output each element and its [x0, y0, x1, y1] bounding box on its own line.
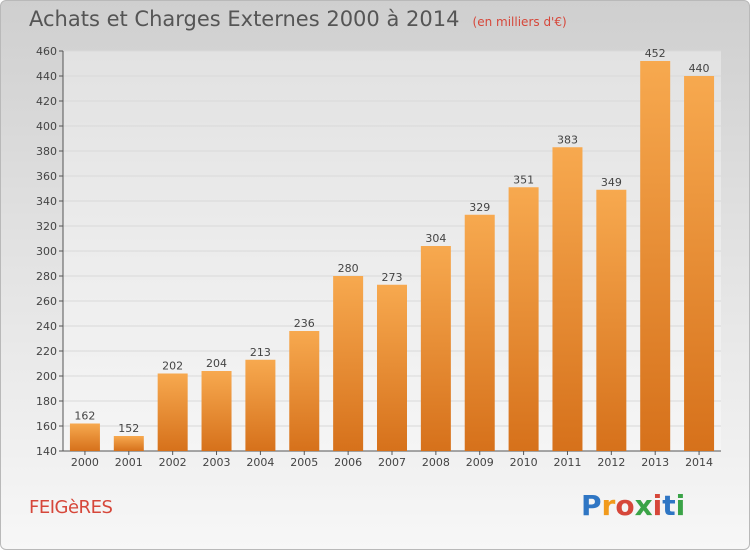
- y-tick-label: 380: [36, 145, 57, 158]
- logo-letter: t: [662, 489, 676, 522]
- y-tick-label: 420: [36, 95, 57, 108]
- bar: [333, 276, 364, 451]
- x-tick-label: 2013: [641, 456, 669, 469]
- y-tick-label: 360: [36, 170, 57, 183]
- y-tick-label: 240: [36, 320, 57, 333]
- x-tick-label: 2000: [71, 456, 99, 469]
- data-label: 204: [206, 357, 227, 370]
- y-tick-label: 300: [36, 245, 57, 258]
- x-tick-label: 2012: [597, 456, 625, 469]
- logo-letter: o: [615, 489, 635, 522]
- x-tick-label: 2014: [685, 456, 713, 469]
- bar: [69, 423, 100, 451]
- x-tick-label: 2007: [378, 456, 406, 469]
- data-label: 304: [425, 232, 446, 245]
- data-label: 452: [645, 47, 666, 60]
- chart-title: Achats et Charges Externes 2000 à 2014: [29, 7, 460, 31]
- y-tick-label: 160: [36, 420, 57, 433]
- x-tick-label: 2003: [203, 456, 231, 469]
- data-label: 280: [338, 262, 359, 275]
- bar: [157, 373, 188, 451]
- bar: [377, 284, 407, 451]
- y-tick-label: 220: [36, 345, 57, 358]
- y-tick-label: 340: [36, 195, 57, 208]
- bar: [420, 246, 451, 451]
- logo-letter: i: [652, 489, 663, 522]
- commune-name: FEIGèRES: [29, 497, 113, 518]
- x-tick-label: 2010: [510, 456, 538, 469]
- proxiti-logo[interactable]: Proxiti: [581, 489, 685, 522]
- bar: [289, 331, 320, 451]
- x-tick-label: 2009: [466, 456, 494, 469]
- x-tick-label: 2011: [553, 456, 581, 469]
- x-tick-label: 2005: [290, 456, 318, 469]
- bar: [245, 359, 276, 451]
- y-tick-label: 440: [36, 70, 57, 83]
- data-label: 202: [162, 360, 183, 373]
- bar: [596, 189, 627, 451]
- y-tick-label: 200: [36, 370, 57, 383]
- bar: [113, 436, 144, 451]
- data-label: 329: [469, 201, 490, 214]
- bar: [684, 76, 715, 451]
- x-tick-label: 2004: [246, 456, 274, 469]
- logo-letter: r: [601, 489, 616, 522]
- bar: [508, 187, 539, 451]
- data-label: 152: [118, 422, 139, 435]
- data-label: 273: [382, 271, 403, 284]
- bar: [552, 147, 583, 451]
- bar: [640, 61, 671, 451]
- data-label: 440: [689, 62, 710, 75]
- data-label: 351: [513, 173, 534, 186]
- y-tick-label: 400: [36, 120, 57, 133]
- y-tick-label: 280: [36, 270, 57, 283]
- logo-letter: x: [634, 489, 653, 522]
- logo-letter: P: [581, 489, 602, 522]
- title-row: Achats et Charges Externes 2000 à 2014 (…: [29, 7, 567, 31]
- y-tick-label: 140: [36, 445, 57, 458]
- y-tick-label: 320: [36, 220, 57, 233]
- data-label: 349: [601, 176, 622, 189]
- data-label: 383: [557, 133, 578, 146]
- data-label: 236: [294, 317, 315, 330]
- x-tick-label: 2002: [159, 456, 187, 469]
- chart-subtitle: (en milliers d'€): [472, 15, 567, 29]
- y-tick-label: 260: [36, 295, 57, 308]
- logo-letter: i: [675, 489, 686, 522]
- x-tick-label: 2001: [115, 456, 143, 469]
- y-tick-label: 180: [36, 395, 57, 408]
- data-label: 213: [250, 346, 271, 359]
- x-tick-label: 2006: [334, 456, 362, 469]
- y-tick-label: 460: [36, 45, 57, 58]
- x-tick-label: 2008: [422, 456, 450, 469]
- data-label: 162: [74, 410, 95, 423]
- bar: [464, 214, 495, 451]
- bar: [201, 371, 232, 451]
